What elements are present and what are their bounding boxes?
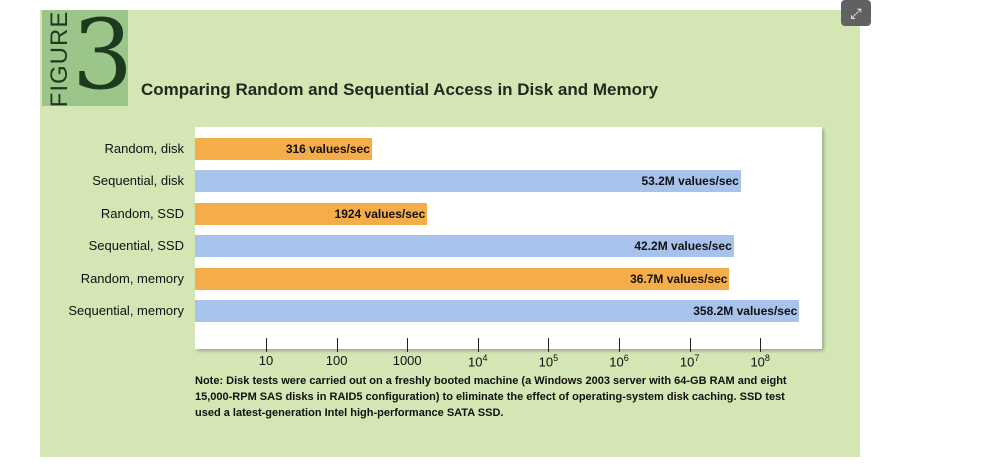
bar xyxy=(195,300,800,322)
bar-value-label: 42.2M values/sec xyxy=(634,239,732,254)
x-tick xyxy=(760,338,762,352)
bar xyxy=(195,170,741,193)
x-tick-exponent: 6 xyxy=(623,353,629,363)
bar xyxy=(195,235,734,258)
bar-value-label: 1924 values/sec xyxy=(334,206,426,221)
x-tick-exponent: 5 xyxy=(553,353,559,363)
category-label: Random, memory xyxy=(80,270,184,286)
category-label: Sequential, disk xyxy=(92,173,184,189)
figure-panel: FIGURE 3 Comparing Random and Sequential… xyxy=(40,0,860,457)
x-tick-label: 100 xyxy=(325,353,348,368)
expand-icon[interactable]: ⤢ xyxy=(841,0,871,26)
category-label: Sequential, memory xyxy=(68,303,184,318)
bar-value-label: 316 values/sec xyxy=(285,142,370,156)
x-tick-exponent: 4 xyxy=(482,353,488,363)
figure-label-box: FIGURE 3 xyxy=(42,0,133,110)
figure-number: 3 xyxy=(72,0,134,111)
x-tick xyxy=(477,338,479,352)
chart-note: Note: Disk tests were carried out on a f… xyxy=(195,375,787,419)
x-tick xyxy=(407,338,409,352)
x-tick xyxy=(548,338,550,352)
category-label: Random, disk xyxy=(104,141,184,156)
bar xyxy=(195,138,372,160)
bar-value-label: 53.2M values/sec xyxy=(641,174,739,189)
x-tick-label: 1000 xyxy=(392,353,422,368)
x-tick xyxy=(336,338,338,352)
x-tick xyxy=(619,338,620,352)
chart-title: Comparing Random and Sequential Access i… xyxy=(141,80,659,99)
x-tick-label: 105 xyxy=(538,353,559,370)
figure-word: FIGURE xyxy=(46,10,73,108)
x-tick xyxy=(689,338,691,352)
x-tick-label: 107 xyxy=(679,353,700,370)
bar-value-label: 36.7M values/sec xyxy=(630,271,728,286)
x-tick-label: 108 xyxy=(750,353,770,370)
x-tick-exponent: 8 xyxy=(764,353,770,363)
bar xyxy=(195,267,730,290)
x-tick-label: 10 xyxy=(258,353,274,368)
category-label: Sequential, SSD xyxy=(88,238,184,254)
x-tick-exponent: 7 xyxy=(694,353,700,363)
x-tick xyxy=(266,338,267,352)
x-tick-label: 104 xyxy=(468,353,488,370)
category-label: Random, SSD xyxy=(100,205,184,221)
x-tick-label: 106 xyxy=(609,353,629,370)
bar xyxy=(195,202,428,225)
bar-value-label: 358.2M values/sec xyxy=(693,304,798,318)
